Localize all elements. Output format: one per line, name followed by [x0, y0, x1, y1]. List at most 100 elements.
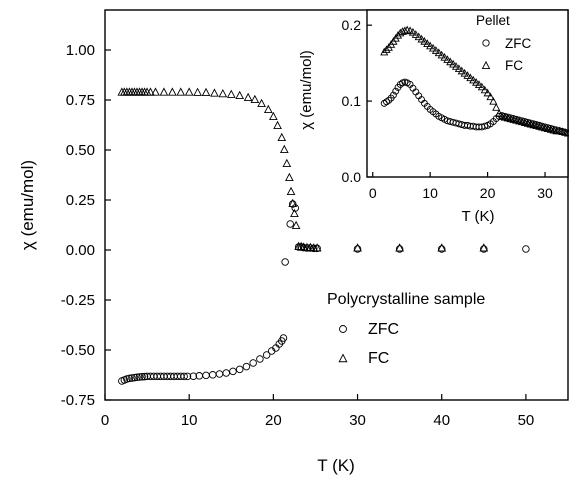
- inset-fc-point: [414, 32, 423, 41]
- inset-fc-point: [408, 27, 417, 36]
- inset-fc-point: [457, 66, 466, 75]
- inset-fc-point: [446, 57, 455, 66]
- main-x-tick-label: 40: [433, 412, 450, 429]
- main-fc-point: [120, 87, 129, 96]
- inset-fc-point: [380, 47, 389, 56]
- inset-fc-point: [431, 46, 440, 54]
- inset-fc-point: [434, 48, 443, 57]
- inset-chart: 0 10 20 30 0.0 0.1 0.2 χ (emu/mol) T (K) Pelle…: [298, 9, 569, 225]
- inset-fc-point: [426, 41, 435, 50]
- main-x-tick-label: 20: [265, 412, 282, 429]
- main-zfc-point: [183, 372, 192, 381]
- inset-fc-point: [460, 68, 469, 77]
- main-fc-point: [250, 94, 260, 104]
- inset-fc-point: [472, 78, 481, 86]
- inset-legend-title: Pellet: [476, 13, 510, 28]
- main-zfc-point: [125, 374, 134, 383]
- main-fc-point: [312, 243, 322, 252]
- inset-fc-point: [428, 43, 438, 52]
- main-fc-point: [132, 87, 142, 96]
- main-chart: 0 10 20 30 40 50-0.75-0.50-0.250.000.250.500.…: [18, 9, 569, 475]
- inset-zfc-point: [481, 122, 489, 130]
- inset-fc-point: [480, 85, 489, 94]
- main-zfc-point: [180, 372, 188, 381]
- main-legend-fc-label: FC: [368, 350, 389, 367]
- inset-fc-point: [483, 88, 492, 97]
- main-zfc-point: [249, 359, 257, 367]
- main-zfc-point: [522, 245, 530, 253]
- main-plot-frame: [104, 9, 569, 401]
- inset-fc-point: [495, 109, 504, 117]
- inset-fc-point: [492, 103, 501, 111]
- inset-fc-point: [400, 26, 409, 35]
- main-legend-zfc-marker: [339, 325, 347, 333]
- main-zfc-point: [279, 334, 288, 342]
- main-fc-point: [235, 90, 245, 100]
- main-fc-point: [353, 243, 362, 252]
- main-fc-point: [137, 87, 147, 96]
- inset-x-axis-label: T (K): [461, 208, 494, 225]
- main-series-fc: [117, 87, 489, 252]
- main-zfc-point: [138, 373, 146, 381]
- main-fc-point: [286, 186, 296, 196]
- inset-fc-point: [454, 64, 463, 73]
- inset-plot-frame: [366, 9, 569, 178]
- main-fc-point: [127, 87, 137, 96]
- main-zfc-point: [209, 371, 217, 379]
- inset-fc-point: [486, 92, 495, 101]
- main-zfc-point: [395, 245, 404, 253]
- inset-fc-point: [393, 30, 403, 39]
- inset-x-tick-label: 10: [422, 185, 438, 201]
- inset-legend: Pellet ZFC FC: [476, 13, 531, 73]
- main-legend: Polycrystalline sample ZFC FC: [327, 291, 485, 367]
- main-y-tick-label: -0.50: [61, 342, 95, 359]
- inset-fc-point: [423, 39, 432, 47]
- main-fc-point: [130, 87, 139, 96]
- inset-fc-point: [440, 52, 449, 61]
- main-zfc-point: [140, 372, 149, 381]
- main-fc-point: [288, 198, 298, 208]
- inset-series-fc: [380, 25, 569, 137]
- main-fc-point: [296, 241, 306, 251]
- main-x-tick-label: 30: [349, 412, 366, 429]
- main-fc-point: [437, 243, 447, 252]
- main-legend-entries: ZFC FC: [338, 321, 399, 367]
- main-zfc-point: [242, 362, 251, 371]
- main-fc-point: [277, 132, 287, 142]
- main-x-axis-label: T (K): [317, 456, 354, 475]
- main-y-tick-label: 1.00: [66, 42, 95, 59]
- main-fc-point: [218, 88, 228, 98]
- main-zfc-point: [202, 371, 210, 380]
- main-fc-point: [117, 87, 127, 96]
- inset-y-tick-label: 0.1: [342, 93, 362, 109]
- inset-legend-entries: ZFC FC: [481, 36, 531, 73]
- main-fc-point: [273, 120, 282, 130]
- main-fc-point: [263, 104, 273, 114]
- main-zfc-point: [256, 355, 264, 363]
- main-fc-point: [146, 87, 155, 96]
- inset-fc-point: [417, 34, 426, 43]
- inset-fc-point: [474, 80, 484, 88]
- inset-fc-point: [463, 71, 472, 79]
- main-y-tick-label: 0.75: [66, 92, 95, 109]
- main-fc-point: [290, 208, 299, 218]
- main-fc-point: [184, 87, 194, 96]
- main-zfc-point: [437, 245, 446, 253]
- main-fc-point: [151, 87, 160, 96]
- main-x-tick-label: 50: [518, 412, 535, 429]
- main-zfc-point: [281, 258, 289, 266]
- inset-legend-zfc-marker: [482, 39, 490, 47]
- main-zfc-point: [215, 370, 224, 378]
- inset-zfc-point: [389, 91, 397, 99]
- main-x-tick-label: 10: [181, 412, 198, 429]
- main-fc-point: [257, 98, 266, 108]
- inset-legend-zfc-label: ZFC: [505, 36, 531, 51]
- main-y-tick-label: 0.00: [66, 242, 95, 259]
- main-y-tick-label: 0.50: [66, 142, 95, 159]
- inset-legend-fc-marker: [481, 60, 491, 69]
- main-fc-point: [168, 87, 177, 96]
- inset-x-tick-label: 20: [480, 185, 496, 201]
- main-fc-point: [285, 172, 294, 182]
- inset-legend-fc-label: FC: [505, 58, 523, 73]
- inset-fc-point: [477, 82, 486, 91]
